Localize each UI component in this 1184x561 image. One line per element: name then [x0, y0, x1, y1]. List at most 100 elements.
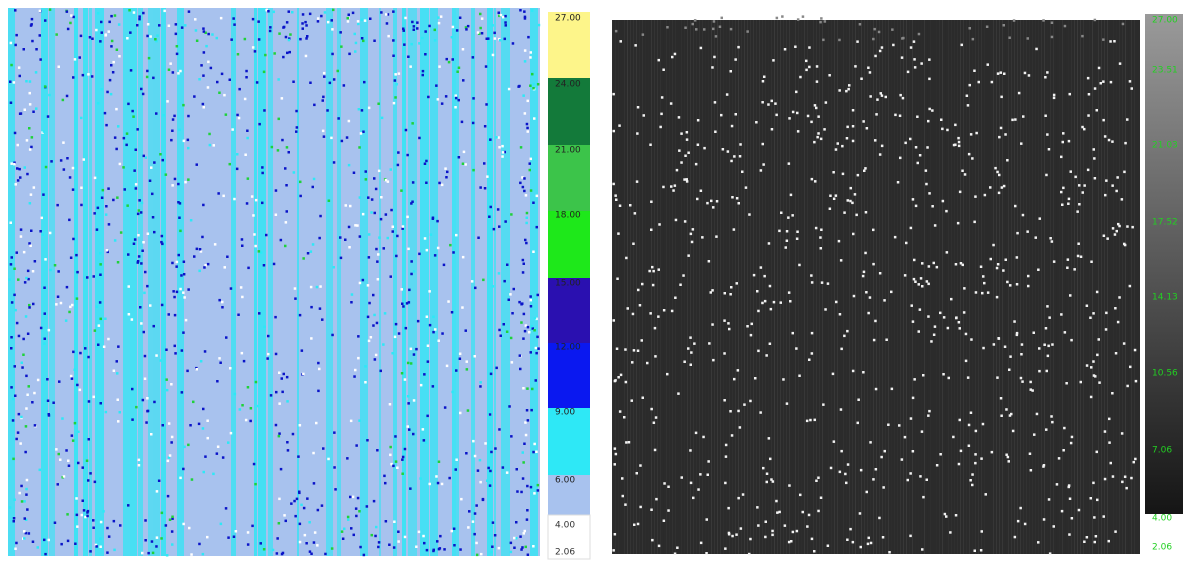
pixel — [663, 482, 666, 485]
pixel — [189, 219, 193, 222]
pixel — [357, 22, 360, 26]
pixel — [872, 228, 875, 232]
pixel — [136, 128, 139, 131]
pixel — [1009, 284, 1012, 287]
pixel — [186, 369, 189, 373]
pixel — [330, 19, 333, 22]
pixel — [498, 39, 502, 42]
pixel — [1092, 374, 1096, 377]
pixel — [535, 194, 539, 198]
pixel — [708, 342, 711, 345]
pixel — [488, 215, 491, 218]
pixel — [721, 148, 725, 151]
pixel — [298, 522, 302, 526]
pixel — [14, 308, 17, 312]
pixel — [522, 387, 525, 390]
pixel — [493, 534, 497, 537]
pixel — [416, 319, 420, 323]
pixel — [817, 115, 820, 118]
pixel — [396, 234, 399, 238]
pixel — [122, 136, 126, 140]
pixel — [162, 114, 165, 117]
pixel — [690, 240, 694, 244]
pixel — [14, 183, 17, 186]
pixel — [362, 39, 365, 43]
pixel — [757, 524, 760, 527]
pixel — [343, 527, 346, 530]
pixel — [868, 71, 872, 74]
pixel — [106, 90, 109, 94]
pixel — [977, 80, 980, 84]
pixel — [932, 333, 936, 336]
pixel — [289, 33, 292, 36]
pixel — [84, 515, 87, 519]
pixel — [796, 130, 800, 133]
pixel — [16, 431, 20, 434]
pixel — [232, 535, 236, 538]
pixel — [202, 30, 206, 33]
pixel — [277, 117, 280, 121]
pixel — [404, 326, 408, 330]
pixel — [1052, 96, 1056, 100]
pixel — [461, 255, 465, 259]
stripe — [966, 20, 967, 554]
pixel — [423, 162, 427, 165]
pixel — [1045, 369, 1048, 373]
pixel — [389, 168, 392, 171]
pixel — [851, 109, 855, 112]
pixel — [1066, 266, 1069, 269]
pixel — [299, 37, 302, 41]
pixel — [629, 204, 632, 207]
pixel — [223, 266, 226, 269]
pixel — [304, 20, 307, 24]
pixel — [376, 278, 380, 281]
pixel — [89, 472, 92, 475]
pixel — [374, 187, 378, 191]
stripe — [530, 8, 538, 556]
pixel — [765, 354, 768, 357]
stripe — [1077, 20, 1078, 554]
pixel — [464, 163, 467, 166]
pixel — [141, 249, 144, 252]
pixel — [969, 411, 973, 414]
pixel — [926, 146, 929, 149]
pixel — [204, 264, 207, 267]
pixel — [735, 197, 739, 200]
pixel — [154, 38, 157, 41]
pixel — [362, 553, 366, 557]
pixel — [397, 151, 400, 154]
pixel — [161, 158, 164, 162]
pixel — [61, 98, 65, 102]
pixel — [529, 157, 532, 161]
pixel — [80, 116, 83, 120]
stripe — [636, 20, 637, 554]
pixel — [662, 185, 665, 189]
pixel — [632, 349, 636, 352]
pixel — [67, 464, 71, 467]
pixel — [483, 162, 486, 165]
pixel — [877, 30, 881, 34]
pixel — [73, 58, 77, 61]
pixel — [150, 540, 154, 543]
pixel — [975, 131, 978, 135]
pixel — [132, 115, 135, 118]
pixel — [56, 295, 60, 298]
pixel — [912, 277, 916, 281]
pixel — [155, 112, 158, 115]
pixel — [13, 162, 16, 166]
pixel — [515, 468, 518, 471]
colorbar-label: 21.00 — [555, 146, 581, 156]
pixel — [131, 418, 134, 421]
pixel — [10, 386, 13, 389]
pixel — [817, 132, 820, 135]
pixel — [12, 81, 16, 84]
pixel — [221, 300, 224, 304]
pixel — [102, 345, 106, 348]
pixel — [281, 390, 284, 394]
pixel — [170, 383, 173, 386]
pixel — [957, 321, 961, 324]
pixel — [465, 28, 468, 31]
pixel — [18, 491, 21, 495]
stripe — [942, 20, 943, 554]
pixel — [1133, 348, 1137, 352]
